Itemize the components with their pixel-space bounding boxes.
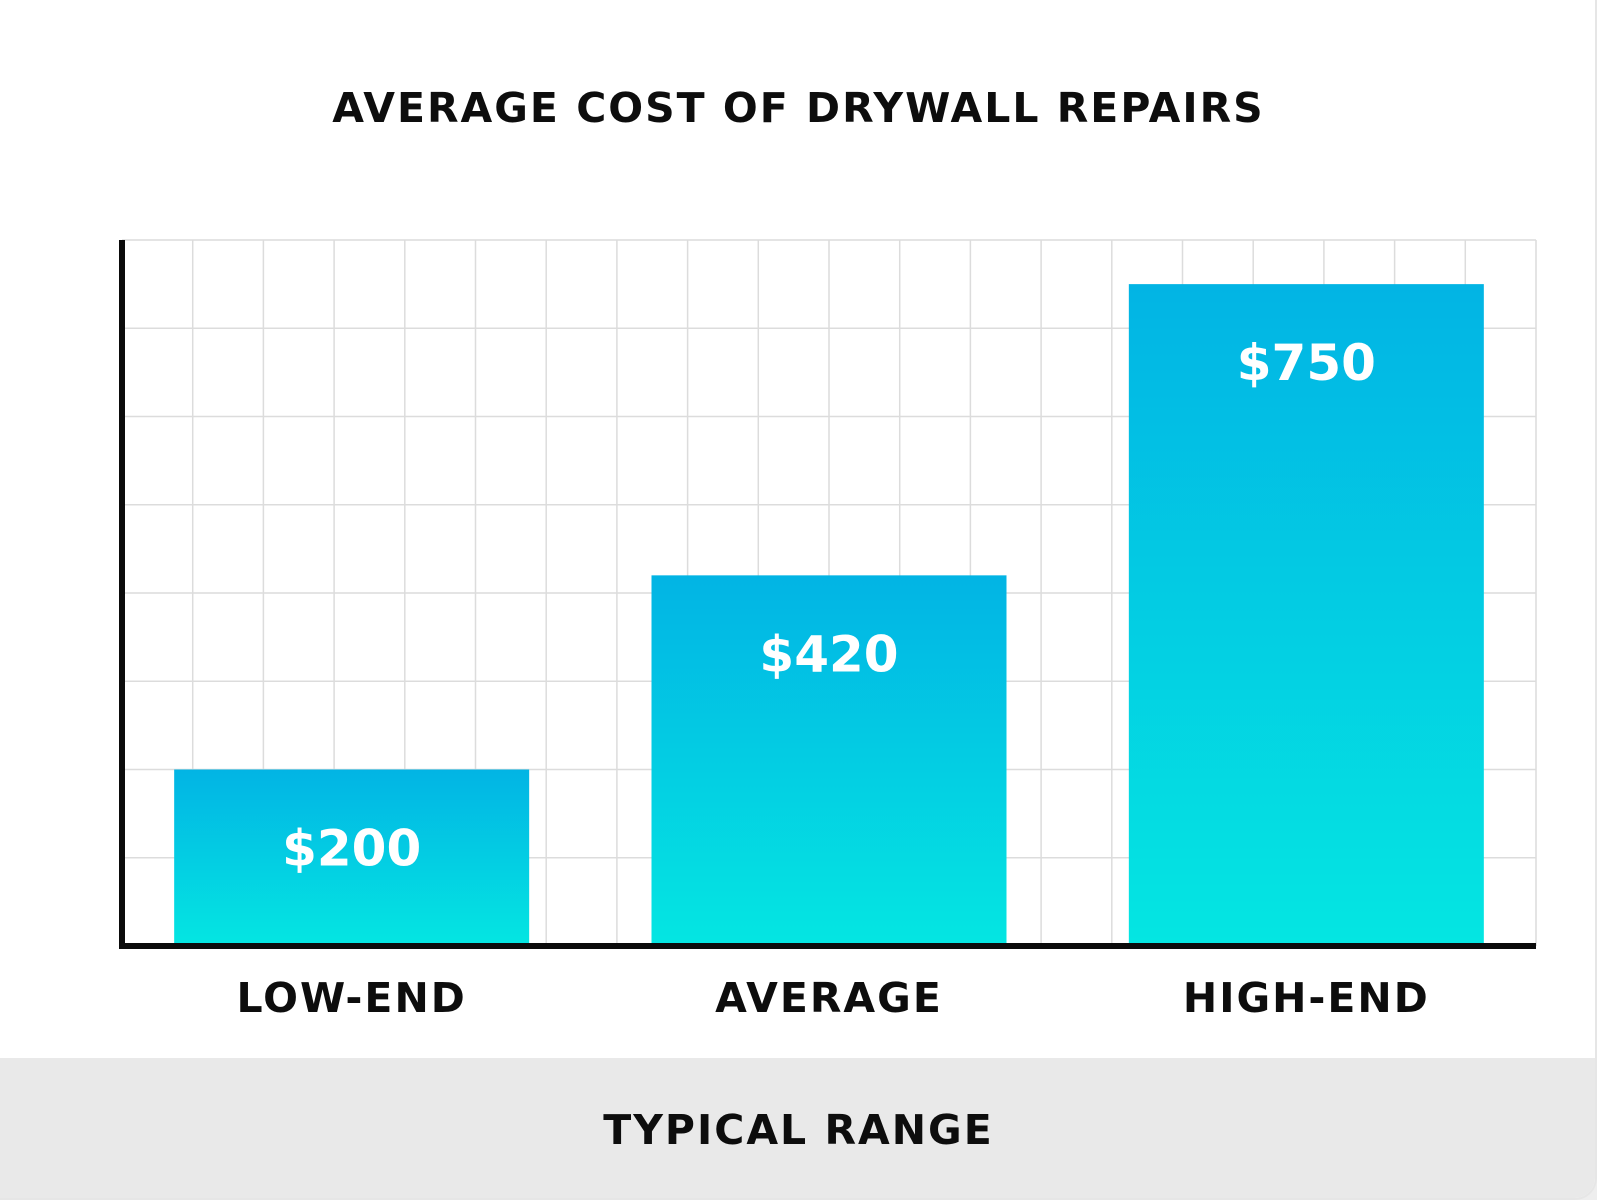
x-axis-label: TYPICAL RANGE [603,1106,994,1154]
bar-value-label: $420 [759,625,898,683]
bar-value-label: $200 [282,820,421,878]
bars-group [174,284,1484,946]
x-tick-label: HIGH-END [1183,974,1430,1022]
bar-average [651,575,1007,946]
bar-chart: $200 LOW-END $420 AVERAGE $750 HIGH-END [119,239,1537,1022]
x-axis-footer: TYPICAL RANGE [0,1058,1595,1198]
labels-group: $200 LOW-END $420 AVERAGE $750 HIGH-END [237,334,1430,1022]
bar-low-end [174,769,530,946]
axes-group [119,240,1536,949]
bar-high-end [1128,284,1484,946]
bar-value-label: $750 [1237,334,1376,392]
x-tick-label: AVERAGE [715,974,943,1022]
chart-title: AVERAGE COST OF DRYWALL REPAIRS [332,84,1265,132]
x-tick-label: LOW-END [237,974,467,1022]
